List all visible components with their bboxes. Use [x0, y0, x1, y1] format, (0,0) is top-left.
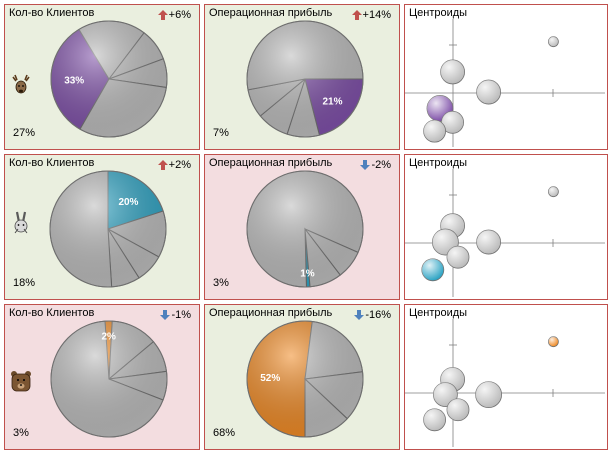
pie-slice-label: 1% [300, 268, 315, 279]
share-percent: 3% [213, 277, 229, 289]
arrow-down-icon [354, 310, 365, 320]
pie-shading [49, 170, 167, 288]
trend-indicator: +14% [351, 9, 391, 21]
centroid-point-shine [548, 186, 559, 197]
trend-indicator: +2% [157, 159, 191, 171]
profit-pie-chart: 1% [246, 170, 364, 288]
centroid-point-shine [548, 336, 559, 347]
bear-icon [11, 371, 31, 392]
customers-panel: 20% Кол-во Клиентов +2% 18% [4, 154, 200, 300]
trend-indicator: -2% [360, 159, 391, 171]
customers-pie-chart: 20% [49, 170, 167, 288]
deer-icon [12, 74, 30, 94]
pie-shading [50, 20, 168, 138]
pie-slice-label: 20% [118, 197, 138, 208]
trend-value: -16% [365, 309, 391, 321]
trend-value: +6% [168, 9, 191, 21]
share-percent: 7% [213, 127, 229, 139]
arrow-up-icon [157, 160, 168, 170]
panel-title: Операционная прибыль [209, 157, 333, 169]
centroid-point-shine [423, 408, 446, 431]
trend-value: -1% [171, 309, 191, 321]
centroids-panel: Центроиды [404, 154, 608, 300]
pie-shading [246, 20, 364, 138]
profit-panel: 1% Операционная прибыль -2% 3% [204, 154, 400, 300]
panel-title: Кол-во Клиентов [9, 307, 95, 319]
centroid-point-shine [447, 246, 469, 269]
share-percent: 68% [213, 427, 236, 439]
pie-slice-label: 21% [322, 96, 342, 107]
share-percent: 3% [13, 427, 29, 439]
panel-title: Центроиды [409, 7, 468, 19]
centroid-point-shine [447, 398, 469, 421]
customers-panel: 2% Кол-во Клиентов -1% 3% [4, 304, 200, 450]
panel-title: Операционная прибыль [209, 307, 333, 319]
pie-slice-label: 2% [101, 332, 116, 343]
share-percent: 27% [13, 127, 36, 139]
centroids-panel: Центроиды [404, 4, 608, 150]
panel-title: Операционная прибыль [209, 7, 333, 19]
segment-animal [9, 73, 33, 97]
trend-value: +2% [168, 159, 191, 171]
centroid-point-shine [440, 59, 465, 84]
centroid-point-shine [476, 230, 501, 255]
pie-shading [246, 170, 364, 288]
panel-title: Центроиды [409, 157, 468, 169]
panel-title: Кол-во Клиентов [9, 7, 95, 19]
profit-panel: 21% Операционная прибыль +14% 7% [204, 4, 400, 150]
share-percent: 18% [13, 277, 36, 289]
pie-slice-label: 33% [64, 75, 84, 86]
customers-pie-chart: 2% [50, 320, 168, 438]
pie-slice-label: 52% [260, 373, 280, 384]
trend-value: -2% [371, 159, 391, 171]
trend-value: +14% [362, 9, 391, 21]
customers-panel: 33% Кол-во Клиентов +6% 27% [4, 4, 200, 150]
centroid-point-shine [475, 381, 502, 408]
panel-title: Кол-во Клиентов [9, 157, 95, 169]
hare-icon [14, 211, 28, 234]
profit-panel: 52% Операционная прибыль -16% 68% [204, 304, 400, 450]
profit-pie-chart: 52% [246, 320, 364, 438]
profit-pie-chart: 21% [246, 20, 364, 138]
centroids-scatter-chart [405, 319, 605, 447]
pie-shading [246, 320, 364, 438]
panel-title: Центроиды [409, 307, 468, 319]
pie-shading [50, 320, 168, 438]
centroids-scatter-chart [405, 19, 605, 147]
segment-animal [9, 369, 33, 393]
centroid-point-shine [548, 36, 559, 47]
trend-indicator: -1% [160, 309, 191, 321]
trend-indicator: +6% [157, 9, 191, 21]
arrow-up-icon [157, 10, 168, 20]
centroid-point-shine [421, 258, 444, 281]
centroid-point-shine [423, 120, 446, 143]
centroids-panel: Центроиды [404, 304, 608, 450]
centroids-scatter-chart [405, 169, 605, 297]
trend-indicator: -16% [354, 309, 391, 321]
arrow-up-icon [351, 10, 362, 20]
arrow-down-icon [160, 310, 171, 320]
segment-animal [9, 211, 33, 235]
customers-pie-chart: 33% [50, 20, 168, 138]
centroid-point-shine [441, 111, 464, 134]
arrow-down-icon [360, 160, 371, 170]
centroid-point-shine [476, 80, 501, 105]
